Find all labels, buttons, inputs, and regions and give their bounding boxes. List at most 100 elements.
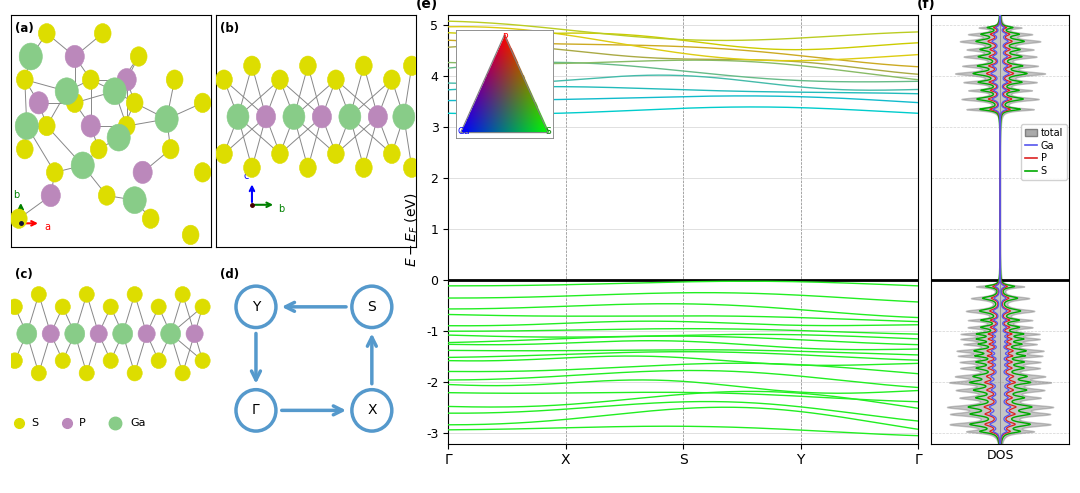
Circle shape	[175, 365, 190, 381]
Circle shape	[162, 140, 179, 159]
Circle shape	[404, 56, 420, 75]
Circle shape	[103, 353, 119, 369]
Circle shape	[312, 106, 332, 128]
Circle shape	[244, 158, 260, 177]
Circle shape	[339, 104, 361, 130]
Circle shape	[65, 45, 84, 68]
Circle shape	[8, 299, 23, 315]
Circle shape	[81, 115, 100, 137]
Circle shape	[355, 158, 373, 177]
Legend: total, Ga, P, S: total, Ga, P, S	[1022, 124, 1067, 180]
Text: (e): (e)	[416, 0, 437, 10]
Text: Y: Y	[252, 300, 260, 314]
Circle shape	[66, 93, 83, 112]
Circle shape	[55, 78, 79, 105]
Circle shape	[194, 163, 211, 182]
Circle shape	[71, 152, 94, 179]
Circle shape	[31, 365, 46, 381]
Circle shape	[327, 70, 345, 89]
Circle shape	[17, 323, 37, 344]
Circle shape	[216, 70, 232, 89]
Circle shape	[194, 93, 211, 112]
Text: X: X	[367, 403, 377, 418]
Text: (d): (d)	[220, 268, 239, 281]
Circle shape	[244, 56, 260, 75]
Circle shape	[82, 70, 99, 89]
Circle shape	[46, 163, 63, 182]
Circle shape	[55, 299, 70, 315]
Circle shape	[90, 325, 107, 343]
Circle shape	[216, 144, 232, 164]
Circle shape	[299, 56, 316, 75]
Circle shape	[151, 299, 166, 315]
Circle shape	[131, 47, 147, 66]
Circle shape	[65, 323, 84, 344]
Circle shape	[156, 106, 178, 133]
Circle shape	[393, 104, 415, 130]
Circle shape	[404, 158, 420, 177]
Text: P: P	[502, 33, 507, 42]
Circle shape	[227, 104, 249, 130]
Circle shape	[166, 70, 183, 89]
Circle shape	[103, 78, 126, 105]
Circle shape	[186, 325, 203, 343]
Circle shape	[271, 144, 288, 164]
Text: (b): (b)	[220, 22, 239, 35]
Circle shape	[183, 225, 199, 245]
Text: c: c	[244, 171, 249, 181]
Text: a: a	[44, 222, 51, 232]
Text: S: S	[367, 300, 376, 314]
Circle shape	[195, 353, 211, 369]
Text: Ga: Ga	[131, 418, 146, 428]
Circle shape	[368, 106, 388, 128]
Text: S: S	[545, 127, 551, 136]
Circle shape	[127, 365, 143, 381]
Circle shape	[383, 70, 401, 89]
Circle shape	[29, 92, 49, 114]
Circle shape	[39, 24, 55, 43]
Text: (f): (f)	[917, 0, 936, 10]
Text: b: b	[13, 190, 19, 200]
Circle shape	[151, 353, 166, 369]
Circle shape	[299, 158, 316, 177]
Circle shape	[41, 184, 60, 207]
Text: (c): (c)	[15, 268, 32, 281]
Text: P: P	[79, 418, 85, 428]
Circle shape	[161, 323, 180, 344]
Circle shape	[8, 353, 23, 369]
Circle shape	[11, 209, 27, 228]
Y-axis label: $E - E_F$ (eV): $E - E_F$ (eV)	[403, 192, 420, 267]
Circle shape	[126, 93, 143, 112]
Circle shape	[79, 365, 94, 381]
Circle shape	[127, 286, 143, 302]
Text: b: b	[278, 204, 284, 214]
Circle shape	[94, 24, 111, 43]
Circle shape	[143, 209, 159, 228]
Circle shape	[19, 43, 42, 70]
Circle shape	[195, 299, 211, 315]
Circle shape	[123, 187, 146, 213]
Circle shape	[55, 353, 70, 369]
X-axis label: DOS: DOS	[986, 449, 1014, 462]
Text: Ga: Ga	[458, 127, 470, 136]
Circle shape	[117, 69, 136, 91]
Circle shape	[112, 323, 133, 344]
Circle shape	[16, 140, 33, 159]
Circle shape	[383, 144, 401, 164]
Circle shape	[138, 325, 156, 343]
Circle shape	[256, 106, 275, 128]
Circle shape	[98, 186, 116, 205]
Text: Γ: Γ	[252, 403, 260, 418]
Circle shape	[107, 124, 131, 151]
Circle shape	[16, 70, 33, 89]
Circle shape	[15, 112, 39, 140]
Circle shape	[39, 116, 55, 136]
Circle shape	[31, 286, 46, 302]
Circle shape	[175, 286, 190, 302]
Circle shape	[327, 144, 345, 164]
Circle shape	[79, 286, 94, 302]
Circle shape	[103, 299, 119, 315]
Circle shape	[271, 70, 288, 89]
Circle shape	[91, 140, 107, 159]
Circle shape	[42, 325, 59, 343]
